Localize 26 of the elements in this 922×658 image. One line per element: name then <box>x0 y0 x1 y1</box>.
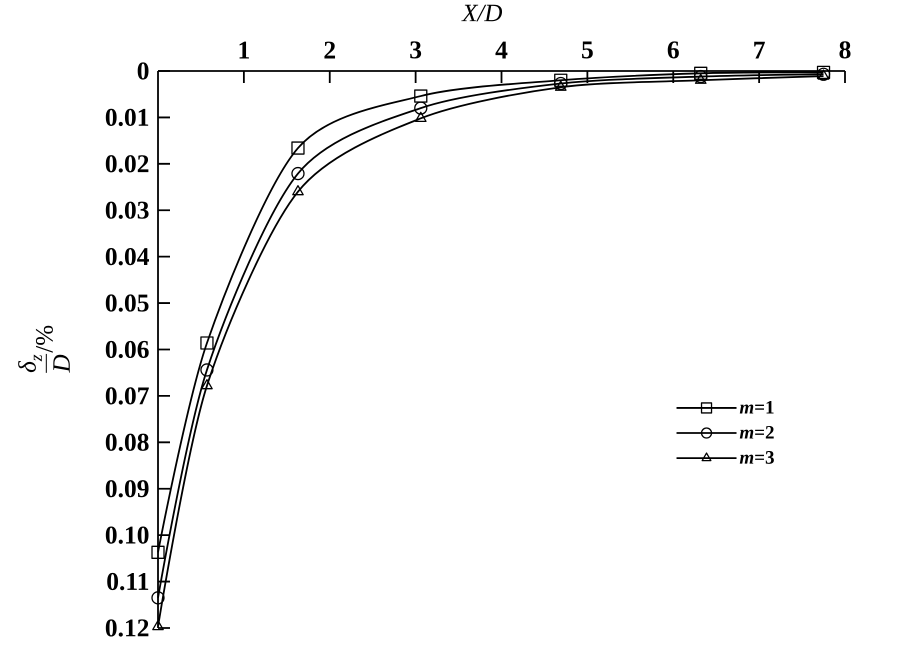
y-tick-label: 0.07 <box>106 387 149 405</box>
legend-label: m=3 <box>740 451 774 464</box>
x-tick-label: 5 <box>582 42 593 58</box>
x-tick-label: 4 <box>495 42 508 58</box>
y-tick-label: 0.06 <box>106 340 149 358</box>
x-tick-label: 8 <box>839 41 851 58</box>
y-tick-label: 0.02 <box>106 155 148 172</box>
legend-label: m=1 <box>740 400 774 414</box>
x-tick-label: 2 <box>324 42 336 58</box>
y-tick-label: 0.04 <box>106 248 149 266</box>
x-axis-title: X/D <box>461 4 502 22</box>
x-tick-label: 6 <box>668 41 679 58</box>
y-tick-label: 0.05 <box>106 294 149 312</box>
y-tick-label: 0.01 <box>106 108 148 126</box>
y-tick-label: 0.11 <box>107 572 148 590</box>
y-tick-label: 0.03 <box>106 202 149 219</box>
y-tick-label: 0.12 <box>106 619 148 637</box>
x-tick-label: 1 <box>240 42 249 58</box>
y-tick-label: 0.10 <box>106 526 148 544</box>
legend-label: m=2 <box>740 426 774 439</box>
y-tick-label: 0.08 <box>106 434 149 451</box>
x-tick-label: 7 <box>754 42 765 58</box>
x-tick-label: 3 <box>410 41 422 58</box>
y-axis-title: $\frac{\delta_z}{D}/\%$ <box>18 326 70 373</box>
y-tick-label: 0.09 <box>106 480 149 498</box>
y-tick-label: 0 <box>138 62 148 80</box>
